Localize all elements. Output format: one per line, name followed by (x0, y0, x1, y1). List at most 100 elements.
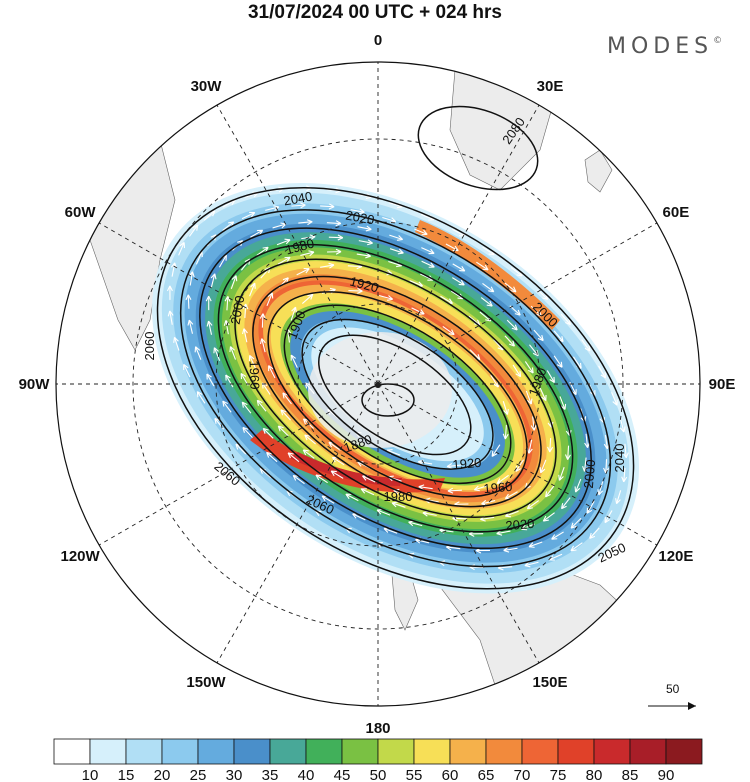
wind-arrow (480, 297, 493, 307)
meridian-line (98, 222, 379, 385)
wind-arrow (570, 517, 582, 529)
graticule (56, 62, 700, 706)
wind-arrow-head (509, 340, 515, 347)
wind-arrow (491, 444, 501, 457)
wind-arrow-head (551, 534, 558, 540)
wind-arrow (528, 541, 543, 548)
wind-arrow-head (524, 561, 531, 568)
wind-arrow (226, 296, 229, 311)
wind-arrow (266, 451, 278, 463)
wind-arrow-head (541, 394, 547, 401)
wind-arrow-head (357, 287, 363, 294)
wind-arrow-head (622, 452, 629, 459)
colorbar-swatch (89, 738, 127, 765)
wind-arrow (187, 294, 190, 309)
wind-arrow (222, 221, 234, 231)
wind-arrow-head (315, 474, 322, 481)
wind-arrow (505, 491, 518, 500)
wind-arrow (504, 335, 515, 347)
colorbar-swatch (233, 738, 271, 765)
wind-arrow-head (167, 310, 174, 317)
colorbar-swatch (305, 738, 343, 765)
wind-arrow (521, 523, 535, 530)
wind-arrow-head (194, 346, 201, 353)
longitude-label: 120E (658, 548, 693, 565)
wind-arrow-head (291, 306, 297, 313)
wind-arrow (510, 266, 523, 277)
wind-arrow-head (503, 546, 510, 553)
wind-arrow (409, 280, 423, 287)
wind-arrow-head (417, 459, 424, 466)
wind-arrow-head (619, 426, 626, 433)
wind-arrow (451, 228, 465, 237)
wind-arrow (549, 438, 552, 453)
wind-arrow (332, 456, 345, 466)
colorbar-label: 80 (586, 767, 603, 782)
wind-arrow (230, 275, 237, 289)
wind-arrow (567, 445, 570, 460)
wind-arrow-head (491, 450, 498, 457)
wind-arrow-head (241, 401, 248, 408)
contour-label: 1920 (348, 274, 380, 296)
colorbar-swatch (269, 738, 307, 765)
wind-arrow (549, 553, 563, 561)
wind-arrow (242, 427, 253, 439)
longitude-label: 30W (191, 78, 223, 95)
wind-arrow-head (267, 292, 274, 299)
wind-arrow (469, 349, 481, 360)
wind-arrow-head (187, 319, 194, 326)
wind-arrow-head (486, 300, 493, 307)
contour-2020 (199, 227, 592, 550)
wind-arrow-head (488, 286, 495, 293)
wind-arrow (624, 443, 627, 458)
wind-arrow (532, 416, 535, 431)
wind-arrow-head (242, 426, 249, 433)
wind-arrow-head (612, 399, 618, 406)
wind-arrow (415, 539, 430, 544)
wind-arrow (452, 263, 466, 272)
wind-arrow-head (196, 391, 203, 398)
reference-vector-head (688, 702, 696, 710)
contour-label: 2000 (581, 459, 598, 489)
wind-arrow-head (428, 248, 435, 255)
wind-arrow-head (345, 493, 352, 500)
wind-arrow (440, 295, 453, 304)
wind-arrow (589, 527, 600, 539)
longitude-label: 90W (19, 376, 51, 393)
contour-1880 (318, 334, 472, 456)
contour-label-group: 2000 (228, 294, 248, 325)
wind-arrow-head (266, 451, 273, 458)
wind-arrow (287, 328, 290, 343)
wind-arrow (268, 365, 276, 379)
wind-arrow-head (561, 503, 567, 510)
wind-arrow (240, 373, 249, 386)
wind-arrow-head (183, 363, 189, 370)
contour-high-2080 (417, 105, 539, 191)
meridian-line (98, 383, 379, 546)
colorbar-label: 45 (334, 767, 351, 782)
meridian-lines (56, 62, 700, 706)
wind-arrow (383, 527, 398, 534)
colorbar-label: 30 (226, 767, 243, 782)
wind-arrow (512, 364, 522, 378)
wind-arrow (474, 485, 488, 491)
wind-arrow (581, 339, 591, 352)
contour-label-group: 1980 (384, 489, 413, 504)
map-disk (56, 69, 661, 706)
wind-arrow (442, 325, 455, 336)
wind-arrow (250, 229, 263, 238)
wind-arrow (225, 374, 234, 388)
wind-arrow (178, 242, 185, 256)
chart-title: 31/07/2024 00 UTC + 024 hrs (247, 2, 503, 23)
wind-arrow-head (448, 329, 455, 336)
wind-arrow (537, 289, 549, 300)
colorbar-swatches (53, 738, 703, 765)
contour-label-group: 2020 (505, 516, 535, 533)
wind-arrow (530, 305, 542, 317)
contour-label: 1980 (284, 236, 316, 258)
wind-vectors (166, 185, 629, 571)
contour-2060 (156, 186, 635, 590)
wind-arrow (296, 268, 310, 276)
jet-max-red (250, 430, 445, 493)
wind-arrow-head (330, 470, 337, 477)
